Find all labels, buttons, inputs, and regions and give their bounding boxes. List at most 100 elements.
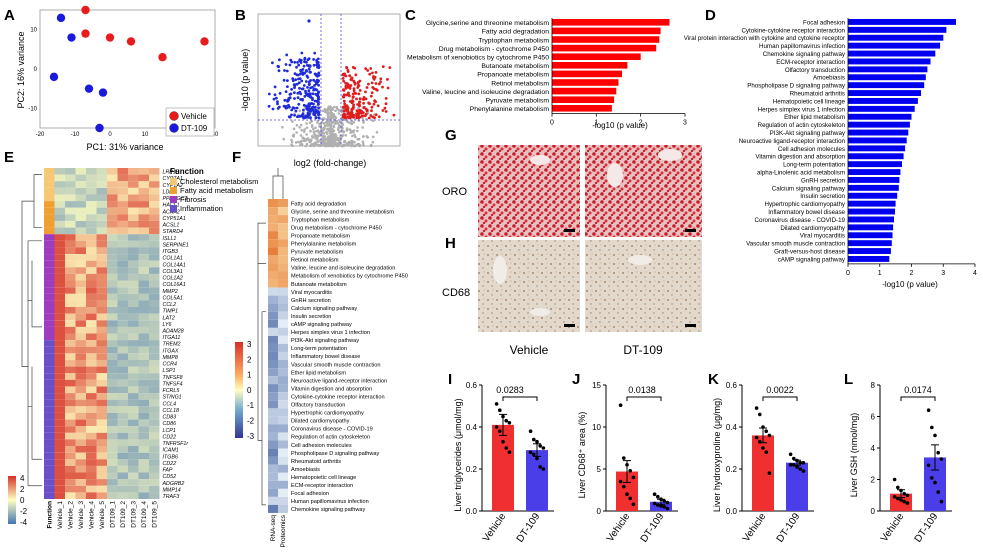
data-point (761, 446, 765, 450)
y-tick-label: 0.2 (466, 465, 478, 474)
colorbar-tick-label: 0 (20, 496, 25, 505)
heatmap-cell (54, 346, 65, 354)
heatmap-cell (149, 399, 160, 407)
heatmap-cell (138, 479, 149, 486)
heatmap-cell (138, 320, 149, 327)
gene-label: ACSL1 (162, 223, 180, 229)
heatmap-cell (117, 313, 128, 321)
pathway-label: cAMP signaling pathway (291, 322, 352, 328)
gene-label: COL3A1 (163, 269, 183, 275)
function-cell (44, 492, 55, 499)
heatmap-cell (65, 187, 76, 195)
heatmap-cell (268, 335, 278, 344)
heatmap-cell (65, 393, 76, 400)
bar (848, 256, 890, 262)
y-tick-label: 8 (871, 381, 876, 390)
volcano-point-down (307, 80, 311, 84)
volcano-point-down (317, 106, 320, 110)
gene-label: FAP (163, 468, 173, 474)
heatmap-cell (128, 313, 139, 321)
heatmap-cell (86, 313, 97, 321)
heatmap-cell (149, 412, 160, 420)
data-point (631, 502, 636, 507)
heatmap-cell (107, 326, 118, 334)
heatmap-cell (107, 366, 118, 374)
function-cell (44, 194, 55, 202)
heatmap-cell (138, 280, 149, 288)
panel-letter-c: C (405, 7, 416, 24)
heatmap-cell (117, 446, 128, 453)
bar-category-label: Human papillomavirus infection (759, 43, 846, 50)
gene-label: COL16A1 (163, 282, 186, 288)
volcano-point-down (293, 72, 297, 75)
y-tick-label: 0 (597, 507, 602, 516)
heatmap-cell (96, 366, 107, 374)
heatmap-cell (138, 360, 149, 367)
volcano-point-up (357, 112, 360, 116)
heatmap-cell (86, 346, 97, 354)
volcano-point-down (286, 99, 289, 102)
heatmap-cell (128, 459, 139, 466)
volcano-point-ns (333, 137, 337, 140)
function-cell (44, 340, 55, 347)
heatmap-cell (268, 199, 278, 208)
x-tick-label: 2 (910, 270, 914, 277)
volcano-point-ns (312, 127, 315, 131)
heatmap-cell (107, 485, 118, 493)
heatmap-column-label: RNA-seq (270, 515, 277, 542)
heatmap-cell (75, 280, 86, 288)
heatmap-cell (75, 465, 86, 473)
heatmap-cell (75, 234, 86, 241)
data-point (767, 433, 772, 438)
bar (492, 424, 514, 511)
heatmap-column-label: DT109_5 (151, 501, 158, 528)
panel-f: F Fatty acid degradation Glycine, serine … (232, 149, 408, 548)
data-point (618, 403, 623, 408)
volcano-point-ns (321, 140, 325, 143)
heatmap-cell (128, 439, 139, 447)
y-axis-label-j: Liver CD68⁺ area (%) (577, 412, 587, 499)
data-point (538, 465, 542, 469)
volcano-point-down (278, 92, 282, 95)
volcano-point-ns (323, 135, 327, 138)
volcano-point-ns (322, 132, 326, 135)
volcano-point-up (347, 92, 350, 96)
panel-g: G ORO (442, 127, 702, 237)
heatmap-cell (278, 335, 288, 344)
heatmap-cell (128, 174, 139, 182)
volcano-point-up (358, 89, 362, 92)
heatmap-cell (96, 214, 107, 221)
data-point (656, 503, 660, 507)
heatmap-cell (278, 480, 288, 489)
pathway-label: Metabolism of xenobiotics by cytochrome … (291, 274, 408, 280)
volcano-point-down (293, 91, 296, 94)
heatmap-cell (75, 287, 86, 294)
volcano-point-ns (324, 142, 328, 146)
heatmap-cell (138, 492, 149, 500)
volcano-point-ns (353, 140, 356, 144)
volcano-point-up (352, 89, 356, 93)
colorbar-tick-label: 2 (20, 485, 25, 494)
heatmap-cell (86, 340, 97, 347)
data-point (754, 435, 759, 440)
heatmap-cell (65, 373, 76, 380)
volcano-point-up (383, 106, 387, 110)
heatmap-cell (138, 452, 149, 460)
heatmap-cell (128, 432, 139, 440)
volcano-point-ns (345, 127, 349, 130)
bar (848, 192, 898, 199)
volcano-point-down (305, 69, 308, 73)
volcano-point-ns (333, 105, 336, 109)
heatmap-cell (149, 214, 160, 221)
heatmap-cell (268, 496, 278, 505)
vessel-shape (628, 255, 652, 265)
data-point (662, 505, 666, 509)
heatmap-cell (117, 485, 128, 493)
data-point (936, 450, 940, 455)
heatmap-cell (86, 194, 97, 202)
heatmap-cell (128, 207, 139, 215)
bar-category-label: Fatty acid degradation (482, 29, 549, 36)
heatmap-cell (75, 353, 86, 361)
function-cell (44, 326, 55, 334)
bar-category-label: Viral myocarditis (800, 233, 845, 240)
